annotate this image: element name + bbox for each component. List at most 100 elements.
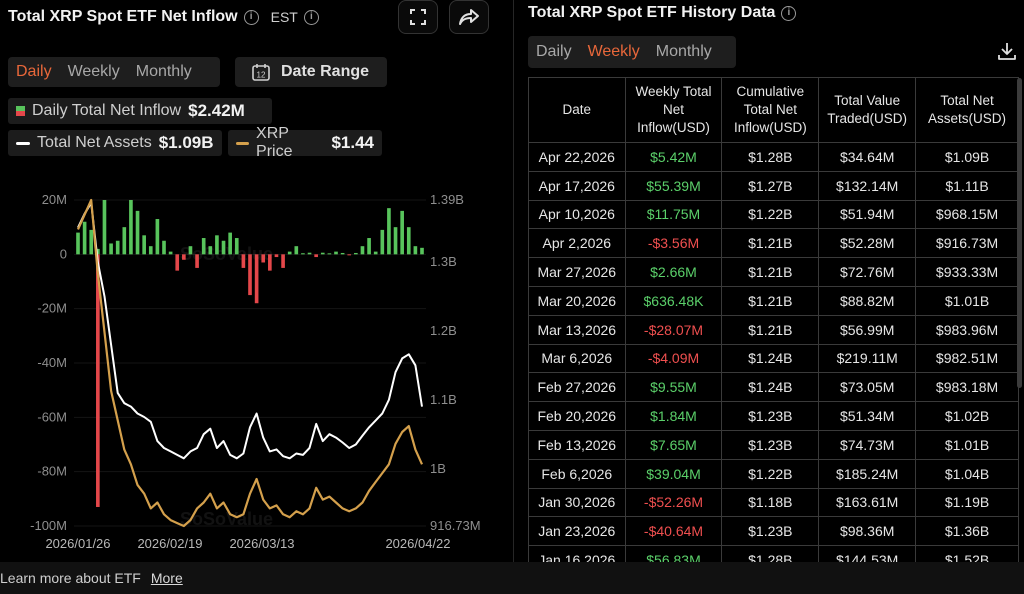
- cell-date: Apr 17,2026: [528, 170, 626, 201]
- history-info-icon[interactable]: i: [781, 5, 797, 21]
- cell-value-traded: $51.94M: [818, 199, 917, 230]
- table-row[interactable]: Apr 17,2026 $55.39M $1.27B $132.14M $1.11B: [528, 170, 1019, 201]
- cell-net-assets: $1.09B: [915, 142, 1019, 172]
- inflow-bar: [148, 246, 153, 255]
- inflow-chart-panel: Total XRP Spot ETF Net Inflow i EST i Da…: [0, 0, 512, 562]
- table-row[interactable]: Apr 22,2026 $5.42M $1.28B $34.64M $1.09B: [528, 142, 1019, 172]
- date-range-button[interactable]: 12 Date Range: [235, 57, 387, 87]
- y-right-tick-label: 1.3B: [430, 254, 457, 269]
- share-button[interactable]: [449, 0, 489, 34]
- legend-inflow-label: Daily Total Net Inflow: [32, 102, 182, 119]
- y-left-tick-label: -60M: [37, 409, 67, 424]
- inflow-bar: [274, 254, 279, 258]
- table-row[interactable]: Feb 6,2026 $39.04M $1.22B $185.24M $1.04B: [528, 458, 1019, 489]
- inflow-bar: [400, 210, 404, 255]
- chart-title: Total XRP Spot ETF Net Inflow: [8, 8, 238, 25]
- history-tab-weekly[interactable]: Weekly: [587, 43, 640, 60]
- table-row[interactable]: Mar 20,2026 $636.48K $1.21B $88.82M $1.01B: [528, 285, 1019, 316]
- legend-price-label: XRP Price: [256, 125, 293, 160]
- tab-daily[interactable]: Daily: [16, 63, 52, 80]
- history-tab-daily[interactable]: Daily: [536, 43, 572, 60]
- inflow-bar: [334, 251, 338, 255]
- cell-weekly-inflow: $5.42M: [624, 142, 723, 172]
- x-tick-label: 2026/03/13: [229, 536, 294, 551]
- table-scrollbar[interactable]: [1017, 78, 1022, 388]
- inflow-bar: [354, 252, 358, 255]
- inflow-chart[interactable]: SoSoValue SoSoValue 20M 0 -20M -40M -60M -80M -…: [0, 180, 512, 560]
- y-left-tick-label: -80M: [37, 464, 67, 479]
- table-row[interactable]: Jan 23,2026 -$40.64M $1.23B $98.36M $1.36B: [528, 516, 1019, 547]
- cell-value-traded: $74.73M: [818, 429, 917, 460]
- cell-weekly-inflow: -$28.07M: [624, 314, 723, 345]
- inflow-bar: [268, 254, 272, 271]
- y-right-tick-label: 1B: [430, 461, 446, 476]
- cell-cumulative-inflow: $1.21B: [721, 285, 820, 316]
- legend-assets-value: $1.09B: [158, 133, 214, 152]
- inflow-bar: [188, 246, 193, 255]
- table-row[interactable]: Feb 20,2026 $1.84M $1.23B $51.34M $1.02B: [528, 401, 1019, 431]
- col-header-cumulative-inflow[interactable]: Cumulative Total Net Inflow(USD): [721, 77, 820, 143]
- col-header-weekly-inflow[interactable]: Weekly Total Net Inflow(USD): [624, 77, 723, 143]
- y-left-tick-label: -40M: [37, 355, 67, 370]
- inflow-bar: [393, 227, 398, 255]
- white-line-legend-icon: [16, 141, 30, 145]
- cell-value-traded: $52.28M: [818, 228, 917, 259]
- inflow-bar: [327, 253, 332, 255]
- inflow-bar: [115, 240, 120, 255]
- x-tick-label: 2026/04/22: [385, 536, 450, 551]
- inflow-bar: [155, 219, 160, 255]
- inflow-bar: [320, 252, 325, 255]
- cell-cumulative-inflow: $1.21B: [721, 228, 820, 259]
- download-icon[interactable]: [996, 40, 1018, 62]
- cell-net-assets: $1.52B: [915, 545, 1019, 562]
- table-row[interactable]: Jan 16,2026 $56.83M $1.28B $144.53M $1.52B: [528, 545, 1019, 562]
- share-icon: [459, 9, 479, 25]
- legend-total-net-assets[interactable]: Total Net Assets $1.09B: [8, 130, 222, 156]
- cell-value-traded: $132.14M: [818, 170, 917, 201]
- col-header-date[interactable]: Date: [528, 77, 626, 143]
- table-row[interactable]: Mar 13,2026 -$28.07M $1.21B $56.99M $983.96M: [528, 314, 1019, 345]
- fullscreen-icon: [410, 9, 426, 25]
- inflow-bar: [208, 246, 213, 255]
- tab-monthly[interactable]: Monthly: [135, 63, 192, 80]
- cell-cumulative-inflow: $1.24B: [721, 343, 820, 374]
- history-period-tabs: Daily Weekly Monthly: [528, 36, 736, 68]
- cell-value-traded: $73.05M: [818, 372, 917, 403]
- history-tab-monthly[interactable]: Monthly: [655, 43, 712, 60]
- chart-title-row: Total XRP Spot ETF Net Inflow i EST i: [8, 6, 319, 28]
- fullscreen-button[interactable]: [398, 0, 438, 34]
- col-header-value-traded[interactable]: Total Value Traded(USD): [818, 77, 917, 143]
- tab-weekly[interactable]: Weekly: [67, 63, 120, 80]
- timezone-info-icon[interactable]: i: [303, 9, 319, 25]
- cell-weekly-inflow: $39.04M: [624, 458, 723, 489]
- legend-xrp-price[interactable]: XRP Price $1.44: [228, 125, 382, 160]
- table-row[interactable]: Apr 2,2026 -$3.56M $1.21B $52.28M $916.73M: [528, 228, 1019, 259]
- more-link[interactable]: More: [150, 570, 183, 586]
- table-row[interactable]: Jan 30,2026 -$52.26M $1.18B $163.61M $1.19B: [528, 487, 1019, 518]
- legend-daily-inflow[interactable]: Daily Total Net Inflow $2.42M: [8, 98, 272, 124]
- svg-text:12: 12: [257, 71, 266, 80]
- cell-date: Feb 27,2026: [528, 372, 626, 403]
- inflow-bar: [406, 227, 411, 255]
- table-row[interactable]: Mar 6,2026 -$4.09M $1.24B $219.11M $982.51M: [528, 343, 1019, 374]
- date-range-label: Date Range: [281, 63, 370, 80]
- cell-cumulative-inflow: $1.18B: [721, 487, 820, 518]
- cell-net-assets: $982.51M: [915, 343, 1019, 374]
- cell-net-assets: $1.01B: [915, 285, 1019, 316]
- watermark-text: SoSoValue: [180, 509, 273, 529]
- history-header-row: Date Weekly Total Net Inflow(USD) Cumula…: [528, 77, 1019, 143]
- y-right-tick-label: 1.39B: [430, 192, 464, 207]
- info-icon[interactable]: i: [243, 9, 259, 25]
- y-right-tick-label: 1.1B: [430, 392, 457, 407]
- table-row[interactable]: Apr 10,2026 $11.75M $1.22B $51.94M $968.15M: [528, 199, 1019, 230]
- table-row[interactable]: Mar 27,2026 $2.66M $1.21B $72.76M $933.33M: [528, 257, 1019, 287]
- col-header-net-assets[interactable]: Total Net Assets(USD): [915, 77, 1019, 143]
- history-title: Total XRP Spot ETF History Data: [528, 4, 776, 21]
- table-row[interactable]: Feb 13,2026 $7.65M $1.23B $74.73M $1.01B: [528, 429, 1019, 460]
- cell-value-traded: $185.24M: [818, 458, 917, 489]
- inflow-bar: [387, 208, 391, 255]
- table-row[interactable]: Feb 27,2026 $9.55M $1.24B $73.05M $983.18M: [528, 372, 1019, 403]
- inflow-bar: [201, 238, 206, 255]
- inflow-bar: [168, 251, 173, 255]
- cell-weekly-inflow: $636.48K: [624, 285, 723, 316]
